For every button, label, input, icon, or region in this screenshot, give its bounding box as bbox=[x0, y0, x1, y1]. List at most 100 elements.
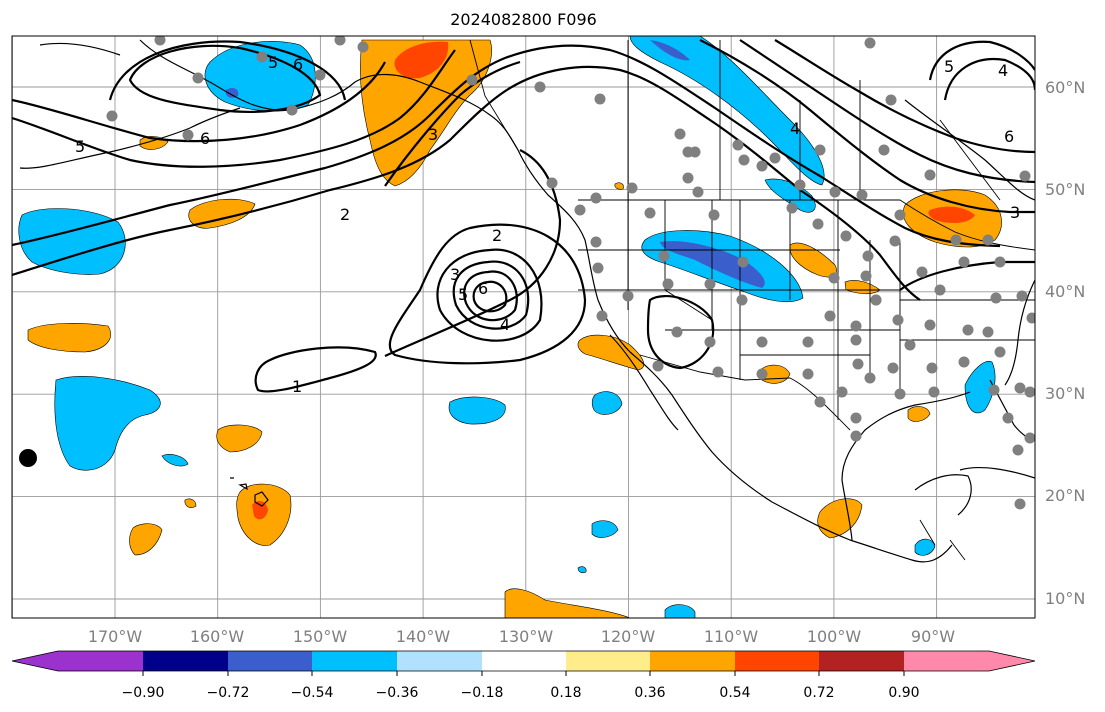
contour-canada-1 bbox=[699, 39, 1035, 214]
contour-band-3 bbox=[12, 49, 456, 168]
station-dot bbox=[1026, 312, 1035, 324]
colorbar-extend-left bbox=[12, 651, 58, 671]
station-dot bbox=[596, 310, 608, 322]
us-canada-border bbox=[578, 199, 1035, 251]
contour-low-outer-2 bbox=[388, 223, 587, 365]
station-dot bbox=[466, 74, 478, 86]
contour-aleutian-low-2 bbox=[108, 40, 347, 101]
contour-gulf-alaska bbox=[384, 60, 521, 187]
lon-label-90w: 90°W bbox=[911, 627, 955, 646]
station-dot bbox=[894, 209, 906, 221]
station-dot bbox=[950, 234, 962, 246]
station-dot bbox=[590, 192, 602, 204]
colorbar-tick-label: 0.54 bbox=[719, 685, 750, 701]
station-dot bbox=[256, 51, 268, 63]
station-dot bbox=[692, 186, 704, 198]
colorbar-segment bbox=[482, 651, 566, 671]
station-dot bbox=[887, 362, 899, 374]
hudson-coast bbox=[904, 99, 1035, 201]
contour-band-4 bbox=[12, 61, 386, 143]
station-dot bbox=[852, 358, 864, 370]
colorbar-tick-label: 0.18 bbox=[550, 685, 581, 701]
station-dot bbox=[1012, 444, 1024, 456]
station-markers bbox=[106, 36, 1035, 510]
colorbar-segment bbox=[312, 651, 397, 671]
station-dot bbox=[652, 360, 664, 372]
graticule bbox=[12, 36, 1035, 618]
yucatan-coast bbox=[914, 474, 972, 516]
blue-area-pacific-4 bbox=[161, 454, 189, 467]
station-dot bbox=[962, 324, 974, 336]
station-dot bbox=[689, 146, 701, 158]
station-dot bbox=[994, 346, 1006, 358]
station-dot bbox=[850, 430, 862, 442]
contour-label-4-c: 4 bbox=[790, 119, 800, 138]
plot-area bbox=[12, 36, 1035, 618]
station-dot bbox=[894, 388, 906, 400]
contour-label-6-a: 6 bbox=[293, 55, 303, 74]
station-dot bbox=[106, 110, 118, 122]
station-dot bbox=[592, 262, 604, 274]
blue-area-small bbox=[577, 566, 587, 574]
blue-area-mexico bbox=[914, 538, 936, 556]
colorbar-tick-label: −0.18 bbox=[461, 685, 504, 701]
longitude-axis: 170°W 160°W 150°W 140°W 130°W 120°W 110°… bbox=[88, 627, 955, 646]
station-dot bbox=[594, 93, 606, 105]
station-dot bbox=[574, 204, 586, 216]
contour-label-5-d: 5 bbox=[458, 285, 468, 304]
blue-area-pacific-5 bbox=[591, 520, 619, 538]
lon-label-150w: 150°W bbox=[293, 627, 348, 646]
station-dot bbox=[934, 284, 946, 296]
station-dot bbox=[958, 356, 970, 368]
station-dot bbox=[870, 294, 882, 306]
station-dot bbox=[924, 169, 936, 181]
station-dot bbox=[982, 234, 994, 246]
contour-label-3-c: 3 bbox=[428, 125, 438, 144]
central-america-borders bbox=[919, 519, 966, 561]
lon-label-170w: 170°W bbox=[88, 627, 143, 646]
station-dot bbox=[756, 160, 768, 172]
station-dot bbox=[892, 314, 904, 326]
station-dot bbox=[546, 177, 558, 189]
station-dot bbox=[662, 278, 674, 290]
cyclone-marker bbox=[19, 449, 37, 467]
colorbar-segment bbox=[397, 651, 482, 671]
contour-aleutian-low bbox=[128, 44, 322, 113]
station-dot bbox=[994, 256, 1006, 268]
orange-area-gulf bbox=[907, 406, 931, 422]
station-dot bbox=[1024, 386, 1035, 398]
orange-area-pacific-2 bbox=[188, 198, 256, 229]
station-dot bbox=[1002, 412, 1014, 424]
colorbar: −0.90 −0.72 −0.54 −0.36 −0.18 0.18 0.36 0.54 0.7… bbox=[11, 650, 1036, 701]
contour-label-5-a: 5 bbox=[75, 137, 85, 156]
borders bbox=[469, 39, 1035, 561]
alaska-coast bbox=[139, 39, 519, 151]
map-title: 2024082800 F096 bbox=[450, 10, 597, 29]
lon-label-130w: 130°W bbox=[499, 627, 554, 646]
contour-label-3-b: 3 bbox=[1010, 203, 1020, 222]
colorbar-segment bbox=[228, 651, 312, 671]
station-dot bbox=[769, 152, 781, 164]
canada-provinces bbox=[627, 40, 1001, 201]
station-dot bbox=[756, 368, 768, 380]
station-dot bbox=[802, 336, 814, 348]
colorbar-segment bbox=[58, 651, 143, 671]
station-dot bbox=[738, 154, 750, 166]
station-dot bbox=[862, 250, 874, 262]
colorbar-tick-label: −0.36 bbox=[376, 685, 419, 701]
station-dot bbox=[786, 202, 798, 214]
colorbar-outline bbox=[11, 650, 1036, 672]
orange-area-bc bbox=[614, 182, 624, 190]
station-dot bbox=[314, 69, 326, 81]
contour-canada-2 bbox=[739, 39, 1035, 184]
state-lines-horizontal bbox=[578, 249, 1035, 356]
lon-label-120w: 120°W bbox=[601, 627, 656, 646]
contour-label-2-a: 2 bbox=[340, 205, 350, 224]
contour-label-4-b: 4 bbox=[998, 61, 1008, 80]
plot-frame bbox=[11, 35, 1036, 619]
station-dot bbox=[736, 294, 748, 306]
colorbar-segment bbox=[735, 651, 819, 671]
colorbar-extend-right bbox=[989, 651, 1035, 671]
station-dot bbox=[916, 266, 928, 278]
station-dot bbox=[828, 272, 840, 284]
